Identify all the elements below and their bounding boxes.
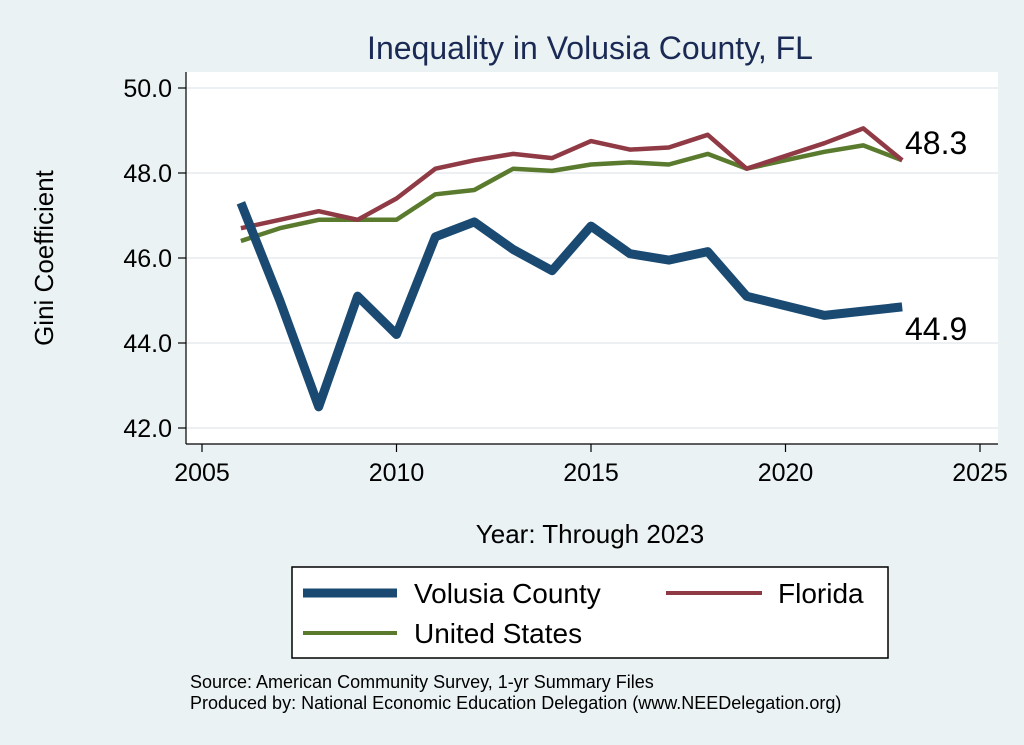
x-axis-ticks: 2005 2010 2015 2020 2025	[174, 444, 1008, 487]
x-tick-label: 2005	[174, 459, 230, 487]
y-axis-ticks: 42.0 44.0 46.0 48.0 50.0	[123, 75, 186, 443]
x-tick-label: 2025	[952, 459, 1008, 487]
producer-note: Produced by: National Economic Education…	[190, 693, 841, 713]
y-tick-label: 50.0	[123, 75, 172, 103]
legend-label-united-states: United States	[414, 618, 582, 649]
series-line-united-states	[240, 143, 904, 244]
series-lines	[236, 126, 904, 412]
y-tick-label: 48.0	[123, 160, 172, 188]
x-axis-title: Year: Through 2023	[476, 519, 704, 549]
chart-title: Inequality in Volusia County, FL	[367, 30, 813, 66]
series-line-volusia	[236, 201, 903, 412]
y-axis-title: Gini Coefficient	[29, 169, 59, 346]
legend-box	[291, 566, 889, 659]
x-tick-label: 2010	[369, 459, 425, 487]
legend-label-volusia: Volusia County	[414, 578, 601, 609]
end-label-florida: 48.3	[905, 125, 967, 161]
x-tick-label: 2015	[563, 459, 619, 487]
x-tick-label: 2020	[758, 459, 814, 487]
y-tick-label: 46.0	[123, 245, 172, 273]
y-tick-label: 44.0	[123, 330, 172, 358]
series-line-florida	[240, 126, 904, 231]
source-note: Source: American Community Survey, 1-yr …	[190, 672, 654, 692]
y-tick-label: 42.0	[123, 415, 172, 443]
gridlines	[186, 87, 998, 429]
legend: Volusia County Florida United States	[291, 566, 889, 659]
end-label-volusia: 44.9	[905, 311, 967, 347]
legend-label-florida: Florida	[778, 578, 864, 609]
